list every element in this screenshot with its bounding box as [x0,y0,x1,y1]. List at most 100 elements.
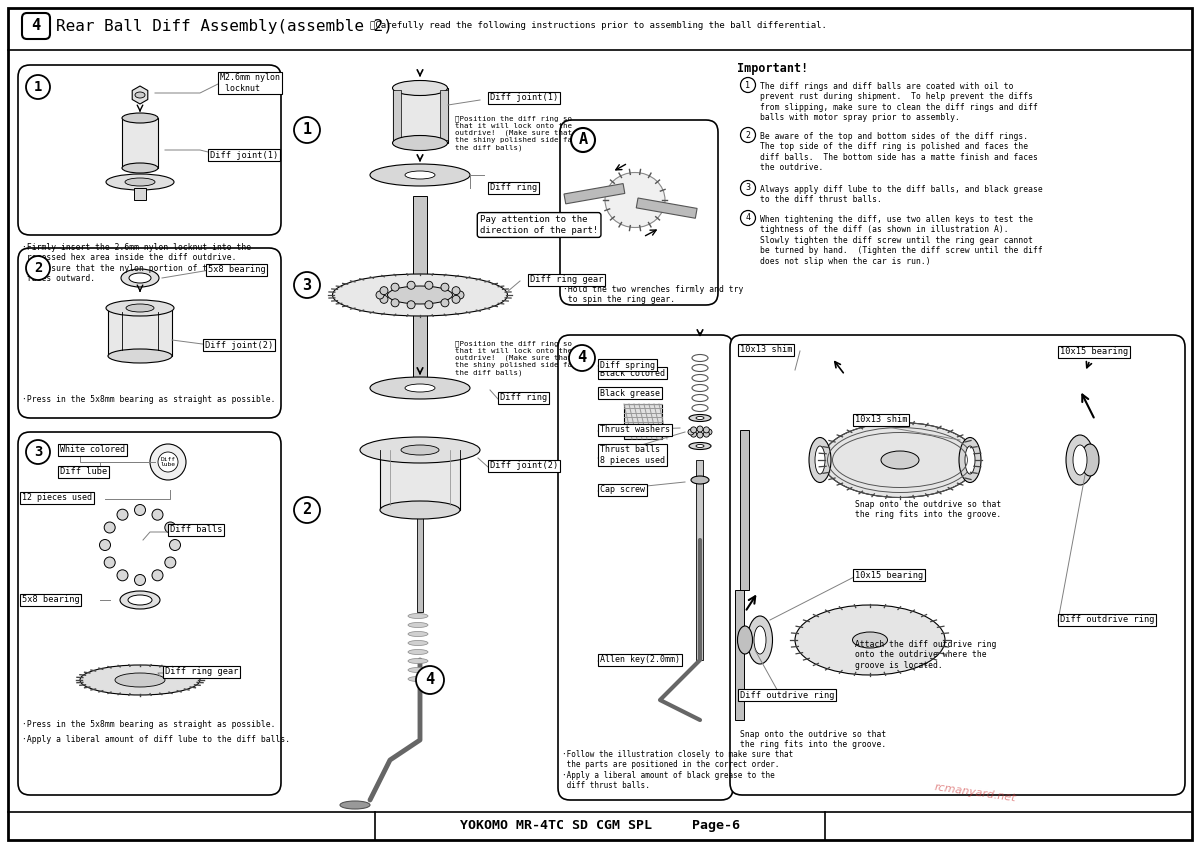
Circle shape [452,295,460,304]
Text: Diff lube: Diff lube [60,467,107,477]
Text: Thrust balls
8 pieces used: Thrust balls 8 pieces used [600,445,665,465]
Text: 2: 2 [302,503,312,517]
Ellipse shape [696,444,704,448]
Ellipse shape [408,640,428,645]
Bar [564,183,625,204]
Circle shape [569,345,595,371]
Text: Diff spring: Diff spring [600,360,655,370]
Text: Diff outdrive ring: Diff outdrive ring [740,690,834,700]
Bar [696,460,703,660]
Ellipse shape [796,605,946,675]
Ellipse shape [408,632,428,637]
Circle shape [407,301,415,309]
Text: 4: 4 [745,214,750,222]
Text: 1: 1 [302,122,312,137]
Circle shape [697,426,703,432]
Bar [394,90,401,140]
Ellipse shape [852,632,888,648]
Ellipse shape [815,446,826,474]
Bar [394,88,448,143]
Text: 10x15 bearing: 10x15 bearing [854,571,923,579]
Ellipse shape [689,443,710,449]
Text: 4: 4 [426,672,434,688]
Ellipse shape [408,667,428,672]
Text: ·Firmly insert the 2.6mm nylon locknut into the
 recessed hex area inside the di: ·Firmly insert the 2.6mm nylon locknut i… [22,243,256,283]
Circle shape [116,509,128,520]
Circle shape [456,291,464,299]
Text: 10x15 bearing: 10x15 bearing [1060,348,1128,356]
Circle shape [452,287,460,294]
Circle shape [26,256,50,280]
Circle shape [100,539,110,550]
Circle shape [152,509,163,520]
Circle shape [740,127,756,142]
Text: Rear Ball Diff Assembly(assemble 2): Rear Ball Diff Assembly(assemble 2) [56,19,392,34]
FancyBboxPatch shape [558,335,733,800]
Ellipse shape [115,673,166,687]
Ellipse shape [408,622,428,628]
Ellipse shape [392,81,448,96]
Ellipse shape [370,164,470,186]
Text: A: A [578,132,588,148]
Ellipse shape [406,384,436,392]
Ellipse shape [392,136,448,150]
Text: Diff ring gear: Diff ring gear [166,667,239,677]
Text: ·Press in the 5x8mm bearing as straight as possible.: ·Press in the 5x8mm bearing as straight … [22,720,276,729]
Text: YOKOMO MR-4TC SD CGM SPL     Page-6: YOKOMO MR-4TC SD CGM SPL Page-6 [460,819,740,833]
Text: 1: 1 [745,81,750,90]
Ellipse shape [408,650,428,655]
Text: Diff ring: Diff ring [500,393,547,403]
Circle shape [118,570,128,581]
Circle shape [740,181,756,196]
Ellipse shape [1066,435,1094,485]
Text: 2: 2 [745,131,750,140]
Text: 3: 3 [34,445,42,459]
Circle shape [740,210,756,226]
Ellipse shape [1081,444,1099,476]
Text: Black Grease: Black Grease [620,445,666,450]
Ellipse shape [1073,445,1087,475]
Ellipse shape [738,626,752,654]
Circle shape [440,283,449,291]
Ellipse shape [388,286,452,304]
Text: 10x13 shim: 10x13 shim [740,345,792,354]
Circle shape [150,444,186,480]
Circle shape [697,432,703,438]
FancyBboxPatch shape [730,335,1186,795]
Ellipse shape [959,438,982,483]
FancyBboxPatch shape [560,120,718,305]
Text: 10x13 shim: 10x13 shim [854,416,907,425]
Ellipse shape [408,659,428,663]
Text: 1: 1 [34,80,42,94]
Bar [418,512,424,612]
Circle shape [691,427,697,432]
Text: 3: 3 [745,183,750,192]
Ellipse shape [122,113,158,123]
Ellipse shape [370,377,470,399]
Circle shape [740,77,756,92]
Text: 4: 4 [577,350,587,365]
Text: Snap onto the outdrive so that
the ring fits into the groove.: Snap onto the outdrive so that the ring … [854,500,1001,519]
Circle shape [26,75,50,99]
Text: White colored: White colored [60,445,125,455]
Text: ·Follow the illustration closely to make sure that
 the parts are positioned in : ·Follow the illustration closely to make… [562,750,793,790]
Text: Diff joint(2): Diff joint(2) [490,461,558,471]
Text: Diff outdrive ring: Diff outdrive ring [1060,616,1154,624]
FancyBboxPatch shape [18,248,281,418]
Text: 5x8 bearing: 5x8 bearing [208,265,265,275]
Bar [624,404,662,439]
Ellipse shape [822,422,978,498]
Text: ·Hold the two wrenches firmly and try
 to spin the ring gear.: ·Hold the two wrenches firmly and try to… [563,285,743,304]
Bar [122,118,158,168]
Ellipse shape [696,416,704,420]
Text: Pay attention to the
direction of the part!: Pay attention to the direction of the pa… [480,215,599,235]
Text: Black grease: Black grease [600,388,660,398]
Text: Important!: Important! [737,62,809,75]
Ellipse shape [401,445,439,455]
Circle shape [104,522,115,533]
Text: 2: 2 [34,261,42,275]
Bar [380,450,460,510]
Text: ※Position the diff ring so
that it will lock onto the
outdrive!  (Make sure that: ※Position the diff ring so that it will … [455,340,586,376]
Text: ※Position the diff ring so
that it will lock onto the
outdrive!  (Make sure that: ※Position the diff ring so that it will … [455,115,586,151]
Ellipse shape [689,415,710,421]
